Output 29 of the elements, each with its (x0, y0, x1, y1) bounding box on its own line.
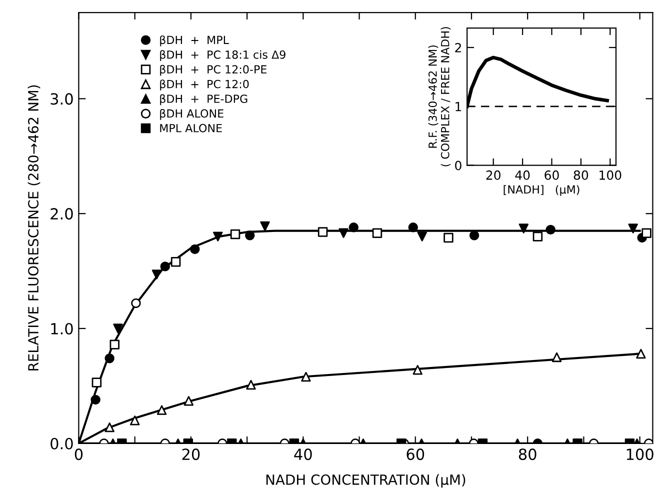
x-tick-label: 20 (486, 170, 500, 180)
y-tick-label: 0.0 (50, 438, 73, 450)
x-tick-label: 60 (406, 448, 424, 460)
legend-label: βDH + PC 12:0 (160, 80, 249, 90)
x-tick-label: 100 (626, 448, 654, 460)
y-tick-label: 1.0 (51, 322, 73, 335)
y-tick-label: 2 (455, 42, 461, 52)
y-tick-label: 1 (456, 102, 462, 112)
y-axis-title: RELATIVE FLUORESCENCE (280→462 NM) (28, 85, 40, 370)
x-axis-title: [NADH] (μM) (504, 185, 580, 196)
legend-label: βDH + MPL (160, 35, 229, 46)
legend-label: MPL ALONE (160, 124, 222, 132)
y-axis-title: R.F. (340→462 NM) ( COMPLEX / FREE NADH) (428, 27, 451, 166)
legend-label: βDH ALONE (160, 109, 224, 120)
x-tick-label: 0 (74, 448, 83, 460)
y-tick-label: 2.0 (50, 208, 73, 220)
x-axis-title: NADH CONCENTRATION (μM) (266, 474, 466, 488)
x-tick-label: 80 (574, 170, 588, 180)
x-tick-label: 60 (544, 170, 559, 180)
legend-label: βDH + PC 12:0-PE (160, 64, 266, 76)
x-tick-label: 80 (518, 448, 536, 460)
x-tick-label: 100 (600, 170, 622, 180)
legend-label: βDH + PC 18:1 cis Δ9 (160, 50, 286, 61)
y-tick-label: 0 (455, 160, 462, 170)
x-tick-label: 40 (515, 170, 530, 180)
x-tick-label: 20 (182, 448, 200, 460)
y-tick-label: 3.0 (50, 93, 73, 105)
x-tick-label: 40 (294, 448, 312, 460)
legend-label: βDH + PE-DPG (160, 94, 248, 106)
